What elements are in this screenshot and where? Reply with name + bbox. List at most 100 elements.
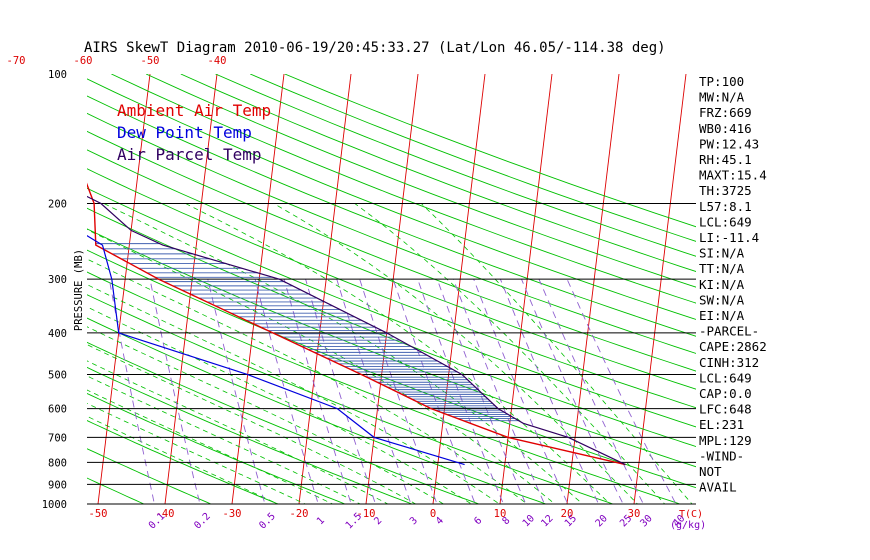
index-entry: EL:231 <box>699 417 744 432</box>
mixing-ratio-tick-label: 4 <box>434 515 446 527</box>
dry-adiabat-line <box>180 74 696 272</box>
index-entry: AVAIL <box>699 480 737 495</box>
moist-adiabat-line <box>87 344 417 504</box>
pressure-tick-label: 100 <box>48 69 67 81</box>
mixing-ratio-tick-label: 30 <box>638 513 654 529</box>
dry-adiabat-line <box>87 341 481 504</box>
stability-indices: TP:100MW:N/AFRZ:669WB0:416PW:12.43RH:45.… <box>699 74 767 495</box>
bottom-temperature-ticks: -50 -40 -30 -20 -10 0 10 20 30 <box>89 508 641 520</box>
index-entry: CINH:312 <box>699 355 759 370</box>
mixing-ratio-line <box>473 279 569 504</box>
pressure-tick-labels: 100 200 300 400 500 600 700 800 900 1000 <box>42 69 67 511</box>
mixing-ratio-line <box>436 279 527 504</box>
index-entry: LI:-11.4 <box>699 230 759 245</box>
index-entry: PW:12.43 <box>699 136 759 151</box>
moist-adiabat-line <box>87 360 389 504</box>
legend-entry: Dew Point Temp <box>117 123 252 142</box>
index-entry: EI:N/A <box>699 308 745 323</box>
index-entry: CAPE:2862 <box>699 339 767 354</box>
bottom-temp-tick-label: -20 <box>290 508 309 520</box>
moist-adiabat-line <box>87 389 334 504</box>
mixing-ratio-line <box>207 279 266 504</box>
mixing-ratio-tick-label: 2 <box>372 515 384 527</box>
pressure-tick-label: 1000 <box>42 499 67 511</box>
index-entry: MAXT:15.4 <box>699 168 767 183</box>
dry-adiabat-line <box>87 249 696 489</box>
mixing-ratio-tick-label: 3 <box>408 515 420 527</box>
index-entry: -WIND- <box>699 448 744 463</box>
mixing-ratio-line <box>305 279 376 504</box>
bottom-temp-tick-label: -40 <box>156 508 175 520</box>
mixing-ratio-line <box>521 279 624 504</box>
mixing-ratio-tick-label: 0.5 <box>257 511 278 532</box>
bottom-temp-tick-label: 10 <box>494 508 507 520</box>
mixing-ratio-tick-label: 20 <box>594 513 610 529</box>
mixing-ratio-line <box>452 279 545 504</box>
top-temp-tick-label: -70 <box>7 55 26 67</box>
legend-entry: Ambient Air Temp <box>117 101 271 120</box>
mixing-ratio-line <box>254 279 319 504</box>
isotherm-line <box>97 74 151 504</box>
mixing-ratio-line <box>499 279 600 504</box>
index-entry: LFC:648 <box>699 402 752 417</box>
mixing-ratio-tick-label: 8 <box>500 515 512 527</box>
dry-adiabat-line <box>111 74 696 304</box>
index-entry: MW:N/A <box>699 90 745 105</box>
mixing-ratio-tick-label: 12 <box>539 513 555 529</box>
bottom-temp-tick-label: 20 <box>561 508 574 520</box>
moist-adiabat-line <box>87 415 280 504</box>
parcel-temp-line <box>87 195 626 466</box>
moist-adiabat-line <box>87 402 307 504</box>
dry-adiabat-line <box>87 207 696 448</box>
index-entry: L57:8.1 <box>699 199 752 214</box>
index-entry: WB0:416 <box>699 121 752 136</box>
pressure-tick-label: 500 <box>48 370 67 382</box>
dew-point-line <box>87 234 465 466</box>
mixing-ratio-line <box>566 279 677 504</box>
isotherm-line <box>365 74 419 504</box>
index-entry: TH:3725 <box>699 183 752 198</box>
dry-adiabat-line <box>87 149 696 390</box>
mixing-ratio-ticks: 0.1 0.2 0.5 1 1.5 2 3 4 6 8 10 12 15 20 25 30 40 <box>147 511 688 532</box>
pressure-tick-label: 600 <box>48 404 67 416</box>
mixing-ratio-tick-label: 0.2 <box>192 511 213 532</box>
mixing-ratio-line <box>336 279 412 504</box>
moist-adiabat-line <box>103 203 584 504</box>
pressure-tick-label: 700 <box>48 432 67 444</box>
pressure-tick-label: 900 <box>48 479 67 491</box>
chart-title: AIRS SkewT Diagram 2010-06-19/20:45:33.2… <box>84 40 666 56</box>
pressure-tick-label: 400 <box>48 328 67 340</box>
bottom-temp-tick-label: -50 <box>89 508 108 520</box>
index-entry: SI:N/A <box>699 246 745 261</box>
dry-adiabat-line <box>87 420 280 504</box>
mixing-ratio-tick-label: 6 <box>472 515 484 527</box>
index-entry: TT:N/A <box>699 261 745 276</box>
bottom-temp-tick-label: 0 <box>430 508 436 520</box>
dry-adiabat-line <box>87 477 145 504</box>
top-temp-tick-label: -40 <box>208 55 227 67</box>
dry-adiabat-line <box>215 74 696 257</box>
background-lines <box>87 74 696 504</box>
index-entry: -PARCEL- <box>699 324 759 339</box>
top-temp-tick-label: -60 <box>74 55 93 67</box>
moist-adiabat-line <box>354 203 666 504</box>
moist-adiabat-line <box>87 375 362 504</box>
moist-adiabat-line <box>87 229 556 504</box>
mixing-ratio-line <box>417 279 504 504</box>
mixing-ratio-line <box>538 279 644 504</box>
dry-adiabat-line <box>87 112 696 354</box>
moist-adiabat-line <box>273 203 639 504</box>
dry-adiabat-line <box>87 294 615 504</box>
dry-adiabat-line <box>87 448 213 504</box>
pressure-tick-label: 300 <box>48 274 67 286</box>
cape-hatch <box>95 243 519 422</box>
dry-adiabat-line <box>87 228 696 468</box>
legend-entry: Air Parcel Temp <box>117 145 262 164</box>
index-entry: MPL:129 <box>699 433 752 448</box>
dry-adiabat-line <box>87 366 414 504</box>
dry-adiabat-line <box>87 78 696 320</box>
index-entry: RH:45.1 <box>699 152 752 167</box>
index-entry: CAP:0.0 <box>699 386 752 401</box>
index-entry: LCL:649 <box>699 370 752 385</box>
